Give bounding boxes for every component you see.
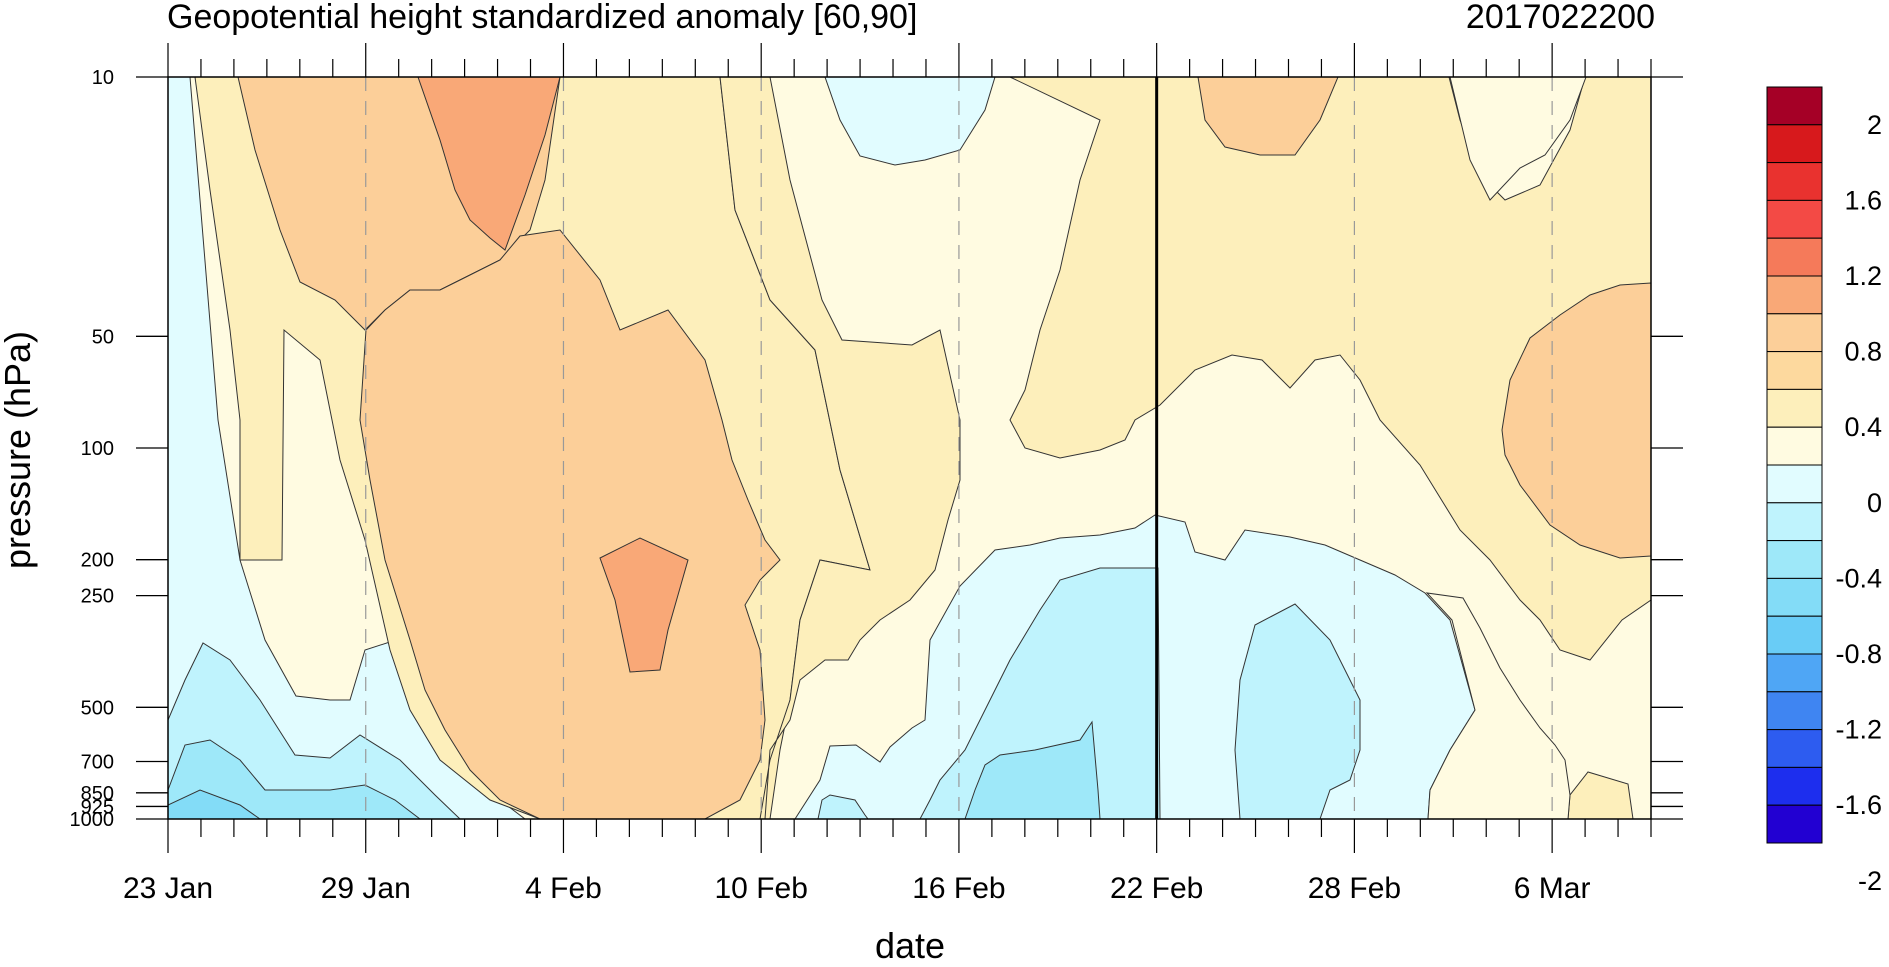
colorbar-swatch [1766,691,1823,731]
colorbar-swatch [1766,653,1823,693]
date-label: 2017022200 [1465,0,1655,36]
x-tick-label: 23 Jan [123,872,213,905]
colorbar-swatch [1766,766,1823,806]
y-tick-label: 10 [92,67,114,89]
x-axis-label: date [874,925,946,966]
contour-pos-upper-peak [417,77,561,251]
contour-pos-right-top [1197,77,1339,156]
colorbar-label: 0 [1867,488,1882,518]
contour-plot [168,77,1651,819]
colorbar-label: 1.6 [1844,185,1882,215]
colorbar-label: 2 [1867,110,1882,140]
colorbar-label: 0.4 [1844,412,1882,442]
contour-neg-top [824,77,996,166]
chart-title: Geopotential height standardized anomaly… [167,0,918,36]
colorbar-swatch [1766,464,1823,504]
contour-neg-left-2 [168,739,421,819]
date-gridlines [365,77,1553,819]
contour-neg-bottom-small [817,794,869,819]
colorbar-label: 1.2 [1844,261,1882,291]
colorbar-swatch [1766,162,1823,201]
x-axis: 23 Jan 29 Jan 4 Feb 10 Feb 16 Feb 22 Feb 28 Fe… [123,43,1652,905]
y-tick-label: 500 [81,697,114,719]
colorbar-swatch [1766,124,1823,164]
contour-pos-mid-right [719,77,961,819]
colorbar-swatch [1766,388,1823,428]
y-tick-label: 700 [81,752,114,774]
colorbar-swatch [1766,199,1823,239]
colorbar: 2 1.6 1.2 0.8 0.4 0 -0.4 -0.8 -1.2 -1.6 -2 [1766,86,1882,896]
colorbar-swatch [1766,275,1823,315]
colorbar-swatch [1766,237,1823,277]
y-tick-label: 200 [81,550,114,572]
x-tick-label: 10 Feb [714,872,807,905]
colorbar-label: -2 [1858,866,1882,896]
contour-zero-lower-right [1425,592,1571,819]
y-tick-label: 1000 [70,809,115,831]
y-tick-label: 50 [92,326,114,348]
contour-pos-right-mid [1501,282,1651,559]
colorbar-label: 0.8 [1844,337,1882,367]
x-tick-label: 6 Mar [1514,872,1591,905]
colorbar-swatch [1766,86,1823,126]
x-tick-label: 22 Feb [1110,872,1203,905]
y-tick-label: 100 [81,438,114,460]
colorbar-swatch [1766,577,1823,617]
y-tick-label: 250 [81,586,114,608]
colorbar-swatch [1766,540,1823,579]
colorbar-swatch [1766,313,1823,353]
contour-pos-band-lower [359,229,781,819]
contour-neg-central-2 [964,720,1101,819]
x-tick-label: 4 Feb [525,872,602,905]
x-tick-label: 28 Feb [1308,872,1401,905]
colorbar-swatch [1766,729,1823,768]
contour-neg-central-1 [919,567,1161,819]
colorbar-swatch [1766,351,1823,390]
colorbar-swatch [1766,615,1823,655]
contour-pos-right [1009,77,1651,661]
contour-neg-right-1 [1234,603,1361,819]
y-tick-label: 925 [81,796,114,818]
colorbar-swatch [1766,426,1823,466]
colorbar-label: -0.8 [1835,639,1882,669]
colorbar-swatch [1766,502,1823,542]
colorbar-label: -0.4 [1835,563,1882,593]
contour-neg-left-3 [168,789,261,819]
colorbar-label: -1.6 [1835,790,1882,820]
y-tick-label: 850 [81,783,114,805]
colorbar-label: -1.2 [1835,715,1882,745]
x-tick-label: 29 Jan [321,872,411,905]
contour-pos-mid-peak [599,537,689,673]
x-tick-label: 16 Feb [912,872,1005,905]
colorbar-swatch [1766,804,1823,844]
